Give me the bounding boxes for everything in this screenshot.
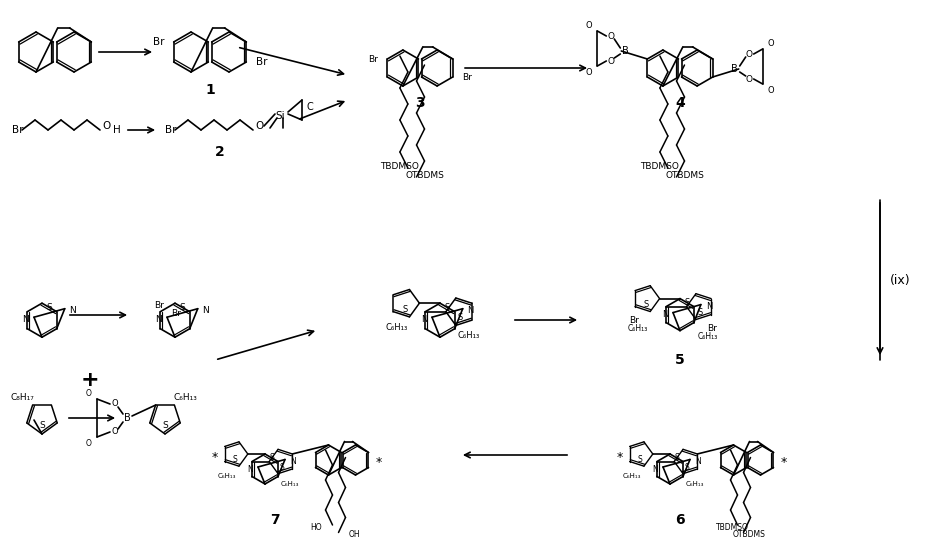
Text: S: S (402, 305, 407, 314)
Text: TBDMSO: TBDMSO (640, 161, 678, 170)
Text: C₆H₁₃: C₆H₁₃ (622, 473, 641, 479)
Text: O: O (86, 438, 92, 447)
Text: S: S (673, 454, 679, 463)
Text: Br: Br (368, 54, 378, 63)
Text: Br: Br (165, 125, 176, 135)
Text: C₆H₁₃: C₆H₁₃ (685, 480, 704, 487)
Text: O: O (585, 68, 592, 77)
Text: 6: 6 (675, 513, 684, 527)
Text: Br: Br (706, 324, 717, 333)
Text: N: N (22, 315, 30, 324)
Text: S: S (39, 422, 44, 431)
Text: N: N (705, 302, 711, 311)
Text: Br: Br (171, 309, 181, 318)
Text: C₆H₁₃: C₆H₁₃ (457, 331, 479, 340)
Text: N: N (694, 457, 700, 466)
Text: O: O (256, 121, 264, 131)
Text: TBDMSO: TBDMSO (715, 522, 747, 531)
Text: O: O (111, 399, 118, 408)
Text: (ix): (ix) (889, 273, 909, 287)
Text: *: * (616, 451, 622, 464)
Text: N: N (247, 464, 252, 474)
Text: 1: 1 (205, 83, 215, 97)
Text: *: * (780, 456, 786, 469)
Text: Br: Br (462, 72, 471, 82)
Text: O: O (607, 31, 615, 40)
Text: TBDMSO: TBDMSO (379, 161, 418, 170)
Text: C₆H₁₃: C₆H₁₃ (386, 323, 408, 332)
Text: Br: Br (153, 37, 164, 47)
Text: O: O (744, 74, 752, 83)
Text: OTBDMS: OTBDMS (665, 170, 704, 180)
Text: C₆H₁₃: C₆H₁₃ (697, 332, 717, 341)
Text: S: S (279, 463, 284, 472)
Text: S: S (179, 303, 185, 312)
Text: S: S (642, 300, 648, 309)
Text: S: S (233, 455, 237, 464)
Text: N: N (156, 315, 162, 324)
Text: N: N (467, 306, 474, 315)
Text: S: S (683, 298, 689, 307)
Text: H: H (113, 125, 121, 135)
Text: +: + (81, 370, 99, 390)
Text: S: S (444, 303, 450, 312)
Text: S: S (637, 455, 641, 464)
Text: O: O (607, 57, 615, 66)
Text: N: N (290, 457, 296, 466)
Text: O: O (767, 86, 773, 95)
Text: O: O (111, 427, 118, 436)
Text: N: N (202, 306, 209, 315)
Text: C₈H₁₇: C₈H₁₇ (10, 394, 34, 403)
Text: 5: 5 (675, 353, 684, 367)
Text: N: N (661, 310, 667, 319)
Text: OTBDMS: OTBDMS (405, 170, 444, 180)
Text: *: * (375, 456, 381, 469)
Text: S: S (697, 308, 702, 317)
Text: Br: Br (255, 57, 267, 67)
Text: Br: Br (154, 301, 164, 310)
Text: B: B (621, 46, 628, 56)
Text: S: S (162, 422, 168, 431)
Text: Si: Si (275, 111, 285, 121)
Text: HO: HO (311, 522, 322, 531)
Text: C: C (306, 102, 313, 112)
Text: N: N (652, 464, 657, 474)
Text: S: S (269, 454, 273, 463)
Text: 4: 4 (675, 96, 684, 110)
Text: C₆H₁₃: C₆H₁₃ (281, 480, 298, 487)
Text: B: B (730, 64, 737, 74)
Text: B: B (123, 413, 130, 423)
Text: N: N (70, 306, 76, 315)
Text: O: O (767, 39, 773, 48)
Text: C₆H₁₃: C₆H₁₃ (172, 394, 197, 403)
Text: O: O (744, 49, 752, 58)
Text: 3: 3 (414, 96, 425, 110)
Text: Br: Br (629, 316, 639, 325)
Text: O: O (585, 21, 592, 30)
Text: S: S (684, 463, 689, 472)
Text: 2: 2 (215, 145, 224, 159)
Text: C₆H₁₃: C₆H₁₃ (628, 324, 647, 333)
Text: O: O (86, 389, 92, 398)
Text: OTBDMS: OTBDMS (731, 530, 765, 539)
Text: O: O (103, 121, 111, 131)
Text: 7: 7 (270, 513, 280, 527)
Text: Br: Br (12, 125, 23, 135)
Text: S: S (46, 303, 52, 312)
Text: *: * (211, 451, 218, 464)
Text: N: N (420, 315, 426, 324)
Text: S: S (457, 313, 463, 322)
Text: C₆H₁₃: C₆H₁₃ (218, 473, 236, 479)
Text: OH: OH (349, 530, 360, 539)
